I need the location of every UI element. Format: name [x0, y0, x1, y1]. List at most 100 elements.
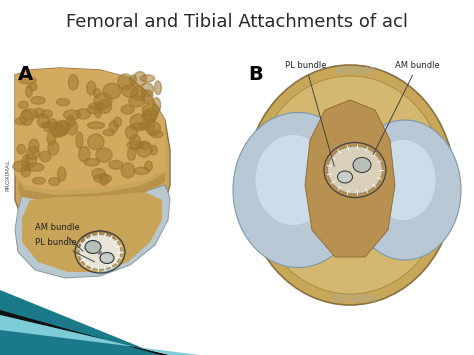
Ellipse shape — [94, 174, 111, 183]
Ellipse shape — [22, 155, 29, 169]
Ellipse shape — [88, 106, 102, 114]
Ellipse shape — [131, 87, 146, 100]
Ellipse shape — [21, 166, 30, 177]
Ellipse shape — [56, 120, 71, 131]
Ellipse shape — [42, 110, 52, 118]
Ellipse shape — [103, 83, 121, 99]
Ellipse shape — [96, 148, 112, 162]
Polygon shape — [15, 68, 165, 190]
Ellipse shape — [121, 163, 135, 178]
Text: PL bundle: PL bundle — [285, 61, 334, 166]
Ellipse shape — [143, 104, 159, 115]
Text: PROXIMAL: PROXIMAL — [6, 159, 10, 191]
Ellipse shape — [29, 83, 37, 91]
Ellipse shape — [31, 97, 45, 104]
Ellipse shape — [146, 122, 160, 135]
Ellipse shape — [141, 83, 154, 97]
Text: Femoral and Tibial Attachments of acl: Femoral and Tibial Attachments of acl — [66, 13, 408, 31]
Ellipse shape — [44, 124, 51, 131]
Ellipse shape — [130, 135, 141, 149]
Polygon shape — [78, 230, 120, 268]
Text: AM bundle: AM bundle — [373, 61, 440, 154]
Ellipse shape — [25, 154, 36, 168]
Ellipse shape — [66, 115, 74, 127]
Ellipse shape — [103, 130, 114, 136]
Polygon shape — [15, 68, 170, 275]
Ellipse shape — [58, 167, 66, 181]
Ellipse shape — [56, 121, 68, 136]
Ellipse shape — [127, 141, 142, 149]
Ellipse shape — [328, 146, 383, 194]
Ellipse shape — [48, 141, 59, 155]
Ellipse shape — [15, 118, 27, 125]
Ellipse shape — [79, 147, 90, 162]
Polygon shape — [22, 192, 162, 272]
Ellipse shape — [129, 96, 145, 106]
Ellipse shape — [95, 104, 101, 118]
Ellipse shape — [337, 171, 353, 183]
Ellipse shape — [76, 132, 82, 148]
Polygon shape — [0, 315, 200, 355]
Polygon shape — [18, 173, 165, 203]
Ellipse shape — [150, 146, 157, 155]
Ellipse shape — [100, 252, 114, 263]
Ellipse shape — [29, 139, 39, 153]
Text: POSTERIOR: POSTERIOR — [333, 295, 377, 305]
Ellipse shape — [40, 151, 51, 162]
Ellipse shape — [134, 72, 146, 86]
Ellipse shape — [67, 120, 77, 135]
Ellipse shape — [121, 105, 134, 114]
Ellipse shape — [33, 178, 45, 184]
Ellipse shape — [69, 75, 78, 90]
Ellipse shape — [13, 161, 30, 172]
Ellipse shape — [255, 135, 330, 225]
Ellipse shape — [87, 81, 95, 95]
Ellipse shape — [130, 75, 136, 85]
Polygon shape — [0, 310, 170, 355]
Ellipse shape — [109, 161, 123, 169]
Ellipse shape — [51, 123, 64, 137]
Polygon shape — [305, 100, 395, 257]
Ellipse shape — [92, 169, 105, 178]
Ellipse shape — [89, 103, 104, 109]
Ellipse shape — [109, 121, 118, 132]
Ellipse shape — [88, 122, 104, 129]
Text: AM bundle: AM bundle — [35, 223, 83, 251]
Ellipse shape — [151, 131, 163, 138]
Ellipse shape — [26, 86, 32, 97]
Ellipse shape — [254, 76, 446, 294]
Polygon shape — [15, 185, 170, 278]
Ellipse shape — [126, 126, 137, 140]
Ellipse shape — [134, 168, 149, 174]
Ellipse shape — [27, 164, 44, 171]
Ellipse shape — [17, 144, 25, 154]
Ellipse shape — [143, 109, 158, 120]
Ellipse shape — [34, 108, 44, 117]
Ellipse shape — [142, 111, 156, 123]
Ellipse shape — [245, 65, 455, 305]
Ellipse shape — [54, 127, 67, 136]
Ellipse shape — [233, 113, 363, 268]
Ellipse shape — [371, 140, 436, 220]
Ellipse shape — [122, 85, 138, 97]
Ellipse shape — [353, 158, 371, 173]
Ellipse shape — [37, 114, 49, 127]
Text: B: B — [248, 65, 263, 84]
Ellipse shape — [47, 131, 55, 145]
Ellipse shape — [114, 117, 121, 127]
Ellipse shape — [140, 122, 151, 129]
Ellipse shape — [49, 178, 60, 185]
Ellipse shape — [349, 120, 461, 260]
Ellipse shape — [131, 123, 147, 131]
Ellipse shape — [88, 134, 104, 149]
Ellipse shape — [128, 148, 136, 160]
Ellipse shape — [64, 110, 80, 119]
Ellipse shape — [142, 90, 153, 103]
Ellipse shape — [98, 100, 111, 113]
Ellipse shape — [76, 109, 91, 119]
Ellipse shape — [22, 109, 37, 119]
Ellipse shape — [145, 161, 152, 171]
Ellipse shape — [48, 119, 57, 130]
Text: A: A — [18, 65, 33, 84]
Ellipse shape — [79, 235, 121, 269]
